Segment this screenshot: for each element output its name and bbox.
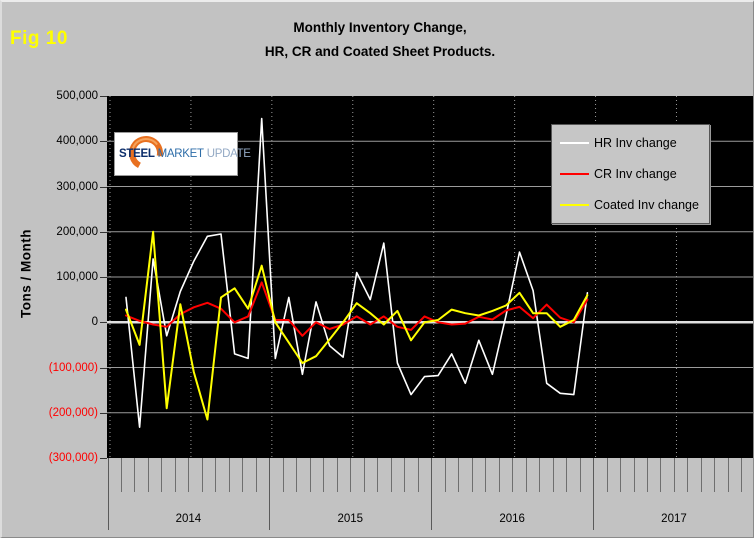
legend-label: HR Inv change	[594, 135, 677, 150]
y-tick-label: 0	[91, 316, 98, 329]
y-tick-label: 300,000	[56, 180, 98, 193]
x-month-tick	[296, 458, 298, 492]
x-month-tick	[552, 458, 554, 492]
x-month-tick	[363, 458, 365, 492]
y-tick-mark	[100, 277, 107, 278]
x-month-tick	[242, 458, 244, 492]
chart-legend: HR Inv change CR Inv change Coated Inv cha…	[551, 124, 710, 224]
x-year-separator	[593, 458, 595, 530]
chart-title-line2: HR, CR and Coated Sheet Products.	[264, 44, 496, 60]
chart-title: Monthly Inventory Change, HR, CR and Coa…	[154, 16, 606, 65]
x-month-tick	[512, 458, 514, 492]
x-year-separator	[431, 458, 433, 530]
x-year-separator	[269, 458, 271, 530]
x-month-tick	[188, 458, 190, 492]
x-month-tick	[687, 458, 689, 492]
x-month-tick	[458, 458, 460, 492]
x-year-label-2014: 2014	[175, 513, 202, 525]
legend-swatch	[560, 141, 589, 144]
x-month-tick	[147, 458, 149, 492]
x-month-tick	[727, 458, 729, 492]
x-month-tick	[215, 458, 217, 492]
y-tick-label: 200,000	[56, 225, 98, 238]
y-tick-label: 100,000	[56, 271, 98, 283]
logo-word-steel: STEEL	[119, 148, 155, 160]
x-month-tick	[741, 458, 743, 492]
x-month-tick	[134, 458, 136, 492]
x-month-tick	[309, 458, 311, 492]
x-month-tick	[336, 458, 338, 492]
series-line-cr-inv-change	[125, 281, 589, 337]
y-tick-label: (200,000)	[48, 406, 98, 419]
x-month-tick	[606, 458, 608, 492]
steel-market-update-logo: STEEL MARKET UPDATE	[114, 132, 251, 176]
logo-text: STEEL MARKET UPDATE	[119, 133, 251, 175]
y-tick-label: 400,000	[56, 135, 98, 148]
x-month-tick	[525, 458, 527, 492]
x-month-tick	[633, 458, 635, 492]
series-line-coated-inv-change	[125, 230, 589, 421]
x-month-tick	[700, 458, 702, 492]
figure-label: Fig 10	[10, 28, 68, 49]
y-tick-mark	[100, 231, 107, 233]
legend-item: Coated Inv change	[552, 198, 709, 212]
legend-swatch	[560, 204, 589, 207]
x-month-tick	[323, 458, 325, 492]
legend-label: CR Inv change	[594, 166, 677, 181]
x-year-label-2017: 2017	[661, 513, 687, 525]
x-month-tick	[498, 458, 500, 492]
x-month-tick	[579, 458, 581, 492]
logo-word-update: UPDATE	[206, 148, 251, 160]
x-month-tick	[539, 458, 541, 492]
series-line-hr-inv-change	[125, 117, 589, 429]
chart-title-line1: Monthly Inventory Change,	[293, 20, 467, 35]
x-month-tick	[620, 458, 622, 492]
y-tick-label: (300,000)	[48, 452, 98, 464]
x-month-tick	[161, 458, 163, 492]
legend-item: CR Inv change	[552, 167, 709, 181]
y-tick-mark	[100, 322, 107, 324]
y-tick-mark	[100, 412, 107, 414]
y-tick-label: (100,000)	[48, 361, 98, 374]
x-month-tick	[714, 458, 716, 492]
x-month-tick	[120, 458, 122, 492]
y-tick-mark	[100, 96, 107, 97]
x-month-tick	[350, 458, 352, 492]
y-tick-mark	[100, 367, 107, 369]
y-tick-label: 500,000	[56, 90, 98, 102]
x-month-tick	[417, 458, 419, 492]
x-month-tick	[485, 458, 487, 492]
x-month-tick	[228, 458, 230, 492]
x-month-tick	[390, 458, 392, 492]
x-month-tick	[404, 458, 406, 492]
legend-item: HR Inv change	[552, 136, 709, 150]
logo-word-market: MARKET	[157, 148, 204, 160]
x-year-label-2015: 2015	[337, 513, 364, 525]
x-month-tick	[673, 458, 675, 492]
legend-swatch	[560, 172, 589, 175]
y-tick-mark	[100, 141, 107, 143]
x-year-label-2016: 2016	[499, 513, 525, 525]
x-month-tick	[444, 458, 446, 492]
x-month-tick	[201, 458, 203, 492]
legend-label: Coated Inv change	[594, 198, 699, 213]
x-month-tick	[566, 458, 568, 492]
x-month-tick	[377, 458, 379, 492]
x-year-separator	[107, 458, 109, 530]
logo-swoosh-icon	[129, 136, 163, 170]
y-tick-mark	[100, 458, 107, 459]
x-month-tick	[471, 458, 473, 492]
y-tick-mark	[100, 186, 107, 188]
x-month-tick	[255, 458, 257, 492]
x-month-tick	[647, 458, 648, 492]
x-month-tick	[660, 458, 662, 492]
x-month-tick	[174, 458, 176, 492]
x-month-tick	[282, 458, 284, 492]
